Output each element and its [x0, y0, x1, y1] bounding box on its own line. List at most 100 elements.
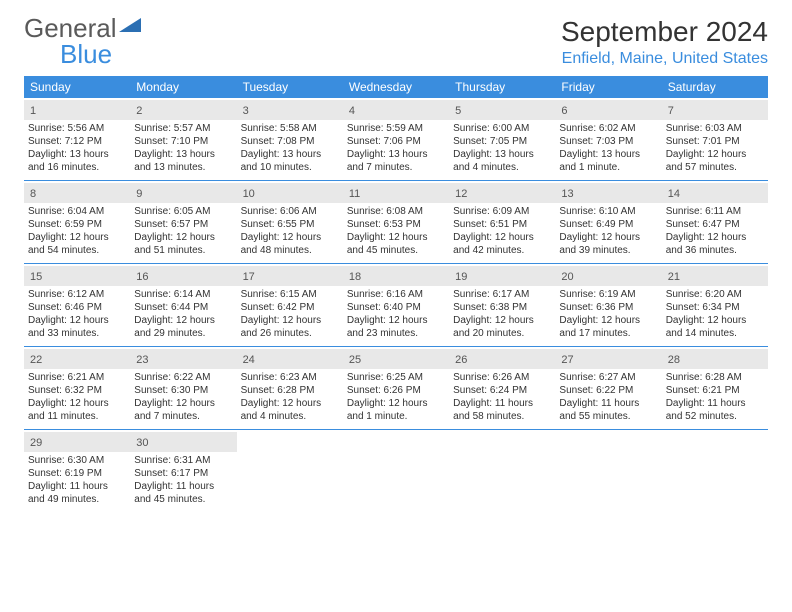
info-line: Daylight: 12 hours — [28, 231, 126, 244]
info-line: Daylight: 12 hours — [666, 231, 764, 244]
day-info: Sunrise: 6:10 AMSunset: 6:49 PMDaylight:… — [559, 205, 657, 257]
info-line: Daylight: 13 hours — [347, 148, 445, 161]
info-line: Sunrise: 6:12 AM — [28, 288, 126, 301]
info-line: Sunset: 7:05 PM — [453, 135, 551, 148]
info-line: and 1 minute. — [347, 410, 445, 423]
day-info: Sunrise: 6:11 AMSunset: 6:47 PMDaylight:… — [666, 205, 764, 257]
info-line: Daylight: 12 hours — [134, 397, 232, 410]
info-line: Sunset: 6:26 PM — [347, 384, 445, 397]
info-line: Daylight: 12 hours — [347, 314, 445, 327]
daynum-row: 22 — [24, 349, 130, 369]
month-title: September 2024 — [561, 16, 768, 48]
day-header-cell: Monday — [130, 76, 236, 98]
info-line: and 57 minutes. — [666, 161, 764, 174]
info-line: Sunset: 6:57 PM — [134, 218, 232, 231]
info-line: and 13 minutes. — [134, 161, 232, 174]
info-line: and 4 minutes. — [453, 161, 551, 174]
day-info: Sunrise: 6:28 AMSunset: 6:21 PMDaylight:… — [666, 371, 764, 423]
info-line: Daylight: 12 hours — [28, 397, 126, 410]
day-cell: 9Sunrise: 6:05 AMSunset: 6:57 PMDaylight… — [130, 181, 236, 263]
info-line: Daylight: 12 hours — [28, 314, 126, 327]
info-line: and 48 minutes. — [241, 244, 339, 257]
week-row: 22Sunrise: 6:21 AMSunset: 6:32 PMDayligh… — [24, 347, 768, 430]
info-line: Sunset: 7:08 PM — [241, 135, 339, 148]
info-line: and 11 minutes. — [28, 410, 126, 423]
info-line: Sunrise: 6:22 AM — [134, 371, 232, 384]
day-info: Sunrise: 6:17 AMSunset: 6:38 PMDaylight:… — [453, 288, 551, 340]
info-line: Sunset: 6:55 PM — [241, 218, 339, 231]
info-line: and 52 minutes. — [666, 410, 764, 423]
info-line: Sunrise: 6:09 AM — [453, 205, 551, 218]
day-number: 1 — [30, 105, 36, 117]
day-info: Sunrise: 5:59 AMSunset: 7:06 PMDaylight:… — [347, 122, 445, 174]
day-info: Sunrise: 6:22 AMSunset: 6:30 PMDaylight:… — [134, 371, 232, 423]
day-cell: 10Sunrise: 6:06 AMSunset: 6:55 PMDayligh… — [237, 181, 343, 263]
info-line: Sunset: 7:12 PM — [28, 135, 126, 148]
info-line: Daylight: 13 hours — [28, 148, 126, 161]
daynum-row: 20 — [555, 266, 661, 286]
info-line: and 7 minutes. — [347, 161, 445, 174]
info-line: Daylight: 12 hours — [559, 231, 657, 244]
week-row: 8Sunrise: 6:04 AMSunset: 6:59 PMDaylight… — [24, 181, 768, 264]
day-cell: 11Sunrise: 6:08 AMSunset: 6:53 PMDayligh… — [343, 181, 449, 263]
daynum-row: 13 — [555, 183, 661, 203]
info-line: Sunset: 7:03 PM — [559, 135, 657, 148]
info-line: and 29 minutes. — [134, 327, 232, 340]
info-line: Sunrise: 6:26 AM — [453, 371, 551, 384]
day-number: 30 — [136, 437, 148, 449]
day-cell: 29Sunrise: 6:30 AMSunset: 6:19 PMDayligh… — [24, 430, 130, 512]
info-line: Sunrise: 5:58 AM — [241, 122, 339, 135]
daynum-row: 29 — [24, 432, 130, 452]
daynum-row: 28 — [662, 349, 768, 369]
daynum-row: 24 — [237, 349, 343, 369]
day-number: 12 — [455, 188, 467, 200]
daynum-row: 30 — [130, 432, 236, 452]
info-line: and 36 minutes. — [666, 244, 764, 257]
info-line: and 33 minutes. — [28, 327, 126, 340]
info-line: Daylight: 11 hours — [453, 397, 551, 410]
info-line: Daylight: 12 hours — [666, 314, 764, 327]
day-cell: 2Sunrise: 5:57 AMSunset: 7:10 PMDaylight… — [130, 98, 236, 180]
day-info: Sunrise: 6:30 AMSunset: 6:19 PMDaylight:… — [28, 454, 126, 506]
day-info: Sunrise: 6:00 AMSunset: 7:05 PMDaylight:… — [453, 122, 551, 174]
day-number: 17 — [243, 271, 255, 283]
day-cell — [449, 430, 555, 512]
day-number: 10 — [243, 188, 255, 200]
day-number: 11 — [349, 188, 360, 200]
info-line: Sunset: 6:21 PM — [666, 384, 764, 397]
info-line: Daylight: 12 hours — [347, 397, 445, 410]
info-line: Sunset: 6:32 PM — [28, 384, 126, 397]
day-number: 16 — [136, 271, 148, 283]
info-line: Sunset: 6:40 PM — [347, 301, 445, 314]
info-line: Daylight: 12 hours — [453, 231, 551, 244]
day-info: Sunrise: 6:05 AMSunset: 6:57 PMDaylight:… — [134, 205, 232, 257]
day-number: 18 — [349, 271, 361, 283]
daynum-row: 10 — [237, 183, 343, 203]
info-line: and 23 minutes. — [347, 327, 445, 340]
info-line: Sunset: 6:19 PM — [28, 467, 126, 480]
daynum-row: 11 — [343, 183, 449, 203]
week-row: 15Sunrise: 6:12 AMSunset: 6:46 PMDayligh… — [24, 264, 768, 347]
info-line: Sunrise: 6:21 AM — [28, 371, 126, 384]
title-block: September 2024 Enfield, Maine, United St… — [561, 16, 768, 68]
day-number: 20 — [561, 271, 573, 283]
info-line: and 58 minutes. — [453, 410, 551, 423]
info-line: and 26 minutes. — [241, 327, 339, 340]
daynum-row: 27 — [555, 349, 661, 369]
day-cell — [555, 430, 661, 512]
day-cell: 8Sunrise: 6:04 AMSunset: 6:59 PMDaylight… — [24, 181, 130, 263]
daynum-row: 18 — [343, 266, 449, 286]
info-line: Sunrise: 6:31 AM — [134, 454, 232, 467]
info-line: Sunrise: 6:15 AM — [241, 288, 339, 301]
day-info: Sunrise: 6:16 AMSunset: 6:40 PMDaylight:… — [347, 288, 445, 340]
info-line: and 20 minutes. — [453, 327, 551, 340]
info-line: Sunrise: 6:19 AM — [559, 288, 657, 301]
info-line: Daylight: 11 hours — [28, 480, 126, 493]
info-line: Daylight: 12 hours — [666, 148, 764, 161]
daynum-row: 14 — [662, 183, 768, 203]
day-info: Sunrise: 5:56 AMSunset: 7:12 PMDaylight:… — [28, 122, 126, 174]
info-line: Sunrise: 6:16 AM — [347, 288, 445, 301]
info-line: and 45 minutes. — [347, 244, 445, 257]
day-number: 13 — [561, 188, 573, 200]
day-header-row: SundayMondayTuesdayWednesdayThursdayFrid… — [24, 76, 768, 98]
